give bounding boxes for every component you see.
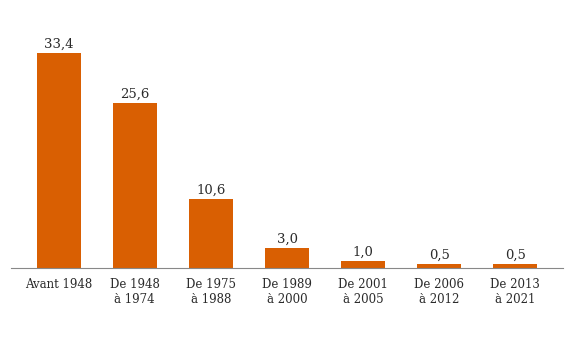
Text: 0,5: 0,5 bbox=[429, 249, 449, 262]
Bar bbox=[417, 264, 461, 268]
Bar bbox=[189, 199, 233, 268]
Text: 25,6: 25,6 bbox=[120, 88, 149, 100]
Bar bbox=[113, 103, 157, 268]
Bar bbox=[265, 248, 309, 268]
Bar bbox=[341, 261, 385, 268]
Bar bbox=[493, 264, 537, 268]
Text: 33,4: 33,4 bbox=[44, 37, 73, 50]
Bar bbox=[37, 53, 81, 268]
Text: 1,0: 1,0 bbox=[352, 246, 374, 259]
Text: 10,6: 10,6 bbox=[196, 184, 226, 197]
Text: 3,0: 3,0 bbox=[277, 233, 297, 246]
Text: 0,5: 0,5 bbox=[505, 249, 526, 262]
